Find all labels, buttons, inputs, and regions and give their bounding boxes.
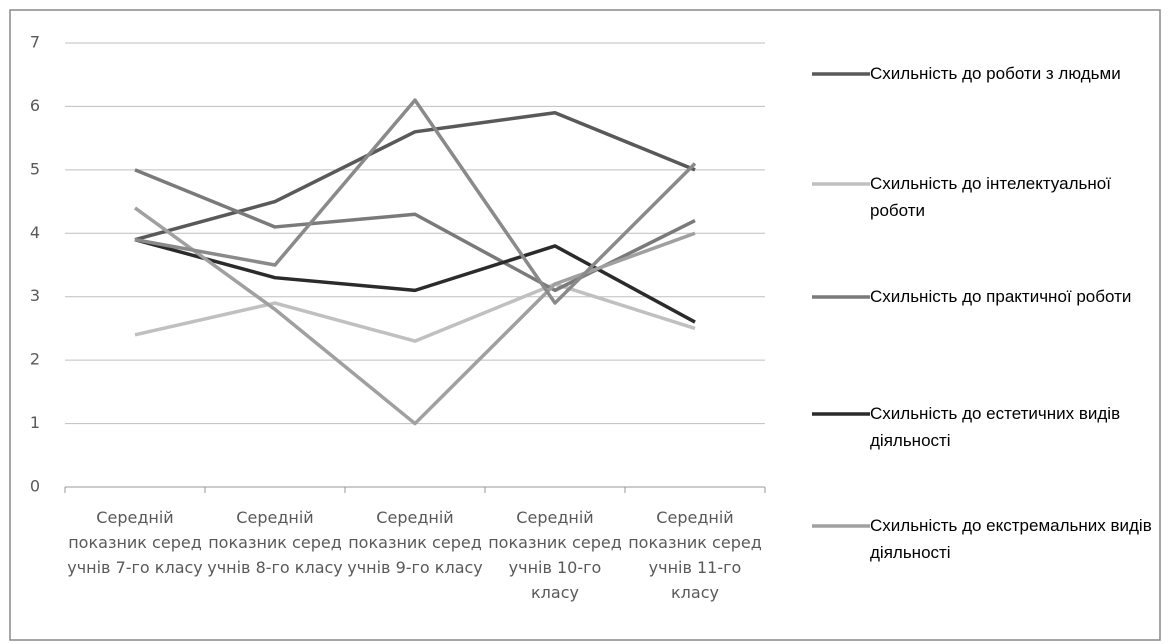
y-tick-label: 4 <box>30 223 40 242</box>
y-tick-label: 1 <box>30 413 40 432</box>
y-tick-label: 0 <box>30 477 40 496</box>
y-tick-label: 7 <box>30 33 40 52</box>
y-tick-label: 3 <box>30 286 40 305</box>
x-tick-label: Середній показник серед учнів 7-го класу <box>67 508 203 577</box>
x-tick-label: Середній показник серед учнів 10-го клас… <box>488 508 622 602</box>
legend-label: Схильність до естетичних видів діяльност… <box>870 404 1121 450</box>
series-line <box>134 98 697 305</box>
x-tick-label: Середній показник серед учнів 11-го клас… <box>628 508 762 602</box>
y-tick-label: 2 <box>30 350 40 369</box>
series-line <box>133 206 696 426</box>
legend-label: Схильність до роботи з людьми <box>870 64 1121 83</box>
x-tick-label: Середній показник серед учнів 9-го класу <box>347 508 483 577</box>
legend-label: Схильність до інтелектуальної роботи <box>870 174 1111 220</box>
series-line <box>134 282 696 343</box>
y-tick-label: 5 <box>30 159 40 178</box>
series-line <box>134 237 696 324</box>
frame <box>9 9 1161 641</box>
series-line <box>134 168 696 293</box>
x-tick-label: Середній показник серед учнів 8-го класу <box>207 508 343 577</box>
legend-label: Схильність до екстремальних видів діяльн… <box>870 516 1152 562</box>
legend-label: Схильність до практичної роботи <box>870 287 1132 306</box>
series-line <box>134 111 696 242</box>
y-tick-label: 6 <box>30 96 40 115</box>
